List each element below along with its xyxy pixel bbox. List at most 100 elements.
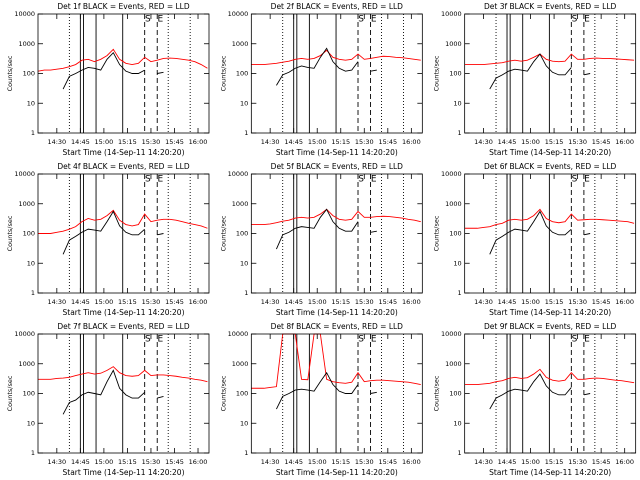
y-tick-label: 10 [240,259,248,267]
annotation: S [572,335,578,345]
y-tick-label: 10 [453,99,461,107]
x-tick-label: 16:00 [402,458,421,466]
x-tick-label: 15:00 [95,138,114,146]
y-tick-label: 1000 [18,360,35,368]
y-tick-label: 100 [449,230,461,238]
x-tick-label: 14:45 [71,458,90,466]
x-tick-label: 16:00 [615,458,634,466]
y-tick-label: 10000 [441,330,462,338]
annotation: E [584,175,590,185]
x-tick-label: 16:00 [189,298,208,306]
x-tick-label: 15:45 [592,458,611,466]
x-tick-label: 15:45 [165,458,184,466]
annotation: E [584,15,590,25]
x-tick-label: 15:15 [331,298,350,306]
series-line [276,371,377,410]
annotation: S [145,175,151,185]
annotation: E [584,335,590,345]
x-tick-label: 16:00 [615,298,634,306]
x-tick-label: 16:00 [189,138,208,146]
plot-frame [464,173,637,294]
y-tick-label: 1000 [445,200,462,208]
x-tick-label: 15:15 [118,138,137,146]
plot-frame [250,173,423,294]
x-tick-label: 15:30 [568,458,587,466]
y-tick-label: 10000 [441,10,462,18]
x-axis-label: Start Time (14-Sep-11 14:20:20) [489,468,611,477]
y-tick-label: 10 [240,419,248,427]
chart-title: Det 1f BLACK = Events, RED = LLD [57,2,190,11]
x-tick-label: 14:45 [498,458,517,466]
x-tick-label: 14:45 [498,298,517,306]
x-tick-label: 14:30 [474,458,493,466]
y-tick-label: 1 [458,129,462,137]
x-tick-label: 15:45 [378,298,397,306]
y-axis-label: Counts/sec [433,55,441,91]
series-line [38,209,208,234]
y-axis-label: Counts/sec [6,375,14,411]
x-tick-label: 15:30 [142,138,161,146]
x-tick-label: 14:30 [261,138,280,146]
x-tick-label: 15:15 [331,138,350,146]
y-tick-label: 100 [449,390,461,398]
x-tick-label: 15:45 [165,298,184,306]
x-tick-label: 15:00 [521,138,540,146]
x-tick-label: 15:30 [355,458,374,466]
series-line [251,49,421,65]
annotation: S [145,335,151,345]
x-tick-label: 14:30 [47,138,66,146]
series-line [464,53,635,65]
x-axis-label: Start Time (14-Sep-11 14:20:20) [276,148,398,157]
y-tick-label: 10 [27,259,35,267]
x-tick-label: 15:00 [308,298,327,306]
x-tick-label: 15:45 [592,298,611,306]
chart-title: Det 8f BLACK = Events, RED = LLD [271,322,404,331]
x-tick-label: 15:15 [545,298,564,306]
y-tick-label: 10000 [14,10,35,18]
series-line [37,48,208,72]
y-tick-label: 1000 [445,40,462,48]
x-tick-label: 16:00 [402,138,421,146]
x-tick-label: 15:15 [118,458,137,466]
annotation: E [158,15,164,25]
y-tick-label: 10000 [441,170,462,178]
plot-frame [37,13,210,134]
x-tick-label: 15:15 [118,298,137,306]
x-tick-label: 15:30 [142,298,161,306]
plot-frame [464,333,637,454]
x-tick-label: 15:00 [308,138,327,146]
y-tick-label: 10 [27,419,35,427]
x-tick-label: 15:45 [378,458,397,466]
x-tick-label: 15:30 [568,138,587,146]
x-tick-label: 15:15 [545,138,564,146]
x-axis-label: Start Time (14-Sep-11 14:20:20) [276,468,398,477]
x-axis-label: Start Time (14-Sep-11 14:20:20) [63,148,185,157]
series-line [251,208,421,225]
chart-title: Det 9f BLACK = Events, RED = LLD [484,322,617,331]
y-tick-label: 10 [453,259,461,267]
y-tick-label: 100 [236,70,248,78]
y-tick-label: 1000 [18,200,35,208]
y-tick-label: 100 [23,70,35,78]
x-tick-label: 15:00 [95,298,114,306]
y-tick-label: 10 [27,99,35,107]
series-line [62,369,164,415]
y-tick-label: 1000 [232,200,249,208]
x-tick-label: 14:30 [47,298,66,306]
x-axis-label: Start Time (14-Sep-11 14:20:20) [63,308,185,317]
x-tick-label: 14:30 [474,138,493,146]
series-line [276,47,377,86]
y-tick-label: 10000 [14,170,35,178]
y-tick-label: 100 [449,70,461,78]
annotation: E [371,15,377,25]
y-tick-label: 1 [244,449,248,457]
x-tick-label: 15:15 [331,458,350,466]
series-line [276,208,377,250]
x-tick-label: 15:45 [378,138,397,146]
x-tick-label: 15:00 [95,458,114,466]
chart-title: Det 4f BLACK = Events, RED = LLD [57,162,190,171]
y-axis-label: Counts/sec [219,215,227,251]
series-line [489,210,591,255]
